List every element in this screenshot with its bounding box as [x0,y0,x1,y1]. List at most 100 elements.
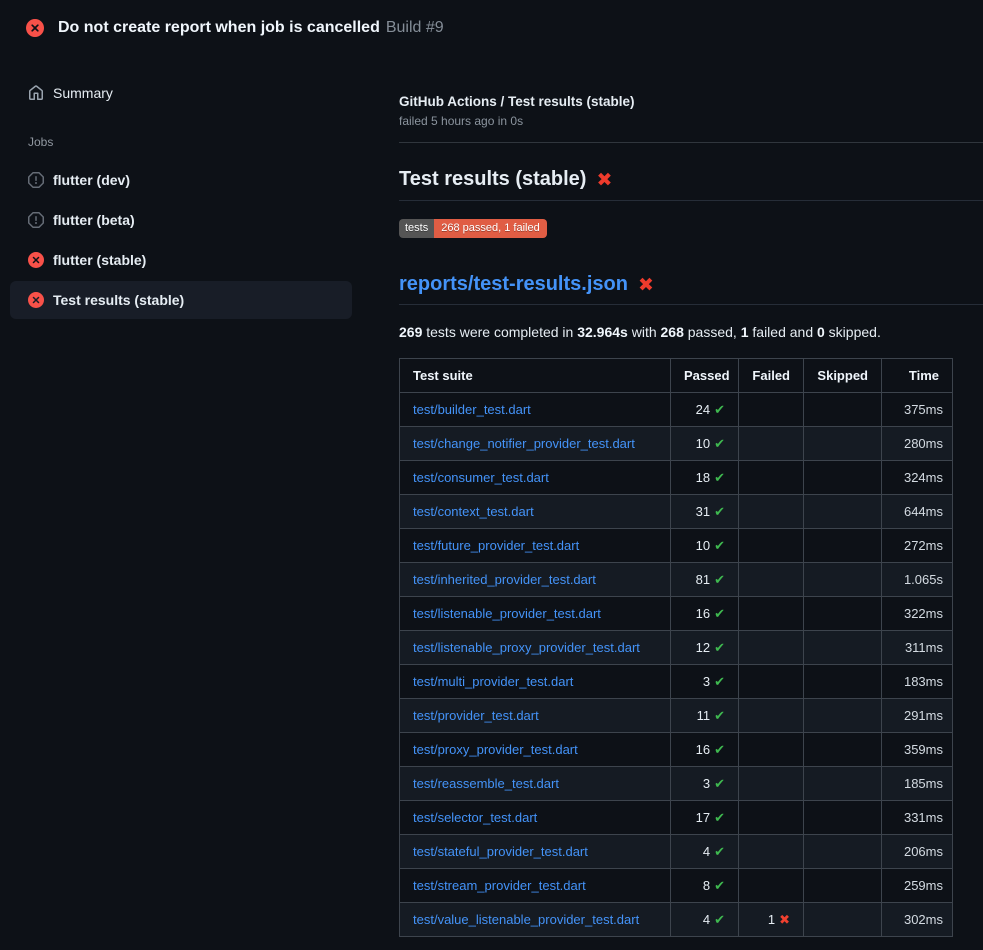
test-suite-link[interactable]: test/reassemble_test.dart [413,776,559,791]
failed-cell [738,664,804,699]
test-suite-link[interactable]: test/future_provider_test.dart [413,538,580,553]
check-icon: ✔ [714,810,725,825]
sidebar-summary-label: Summary [53,85,113,101]
passed-count: 4 [702,912,711,927]
test-suite-link[interactable]: test/context_test.dart [413,504,534,519]
section-title: Test results (stable) ✖ [399,167,983,201]
section-title-text: Test results (stable) [399,168,587,190]
failed-cell: 1 ✖ [738,902,804,937]
table-row: test/selector_test.dart 17 ✔ 331ms [399,800,953,835]
time-cell: 324ms [881,460,953,495]
check-icon: ✔ [714,912,725,927]
check-icon: ✔ [714,844,725,859]
failed-cell [738,800,804,835]
badge-label: tests [399,219,435,238]
sidebar-item-flutter-dev[interactable]: flutter (dev) [10,161,352,199]
passed-total: 268 [660,324,684,340]
passed-count: 3 [702,776,711,791]
summary-text: tests were completed in [422,324,578,340]
table-row: test/inherited_provider_test.dart 81 ✔ 1.… [399,562,953,597]
col-header-time: Time [881,358,953,393]
duration: 32.964s [577,324,628,340]
sidebar-item-flutter-stable[interactable]: flutter (stable) [10,241,352,279]
report-file-link[interactable]: reports/test-results.json [399,273,628,295]
failed-cell [738,392,804,427]
table-row: test/listenable_proxy_provider_test.dart… [399,630,953,665]
test-suite-link[interactable]: test/stateful_provider_test.dart [413,844,588,859]
passed-count: 10 [695,538,711,553]
failed-cell [738,630,804,665]
passed-count: 12 [695,640,711,655]
skipped-cell [803,800,882,835]
passed-count: 18 [695,470,711,485]
skipped-cell [803,426,882,461]
time-cell: 280ms [881,426,953,461]
test-suite-link[interactable]: test/provider_test.dart [413,708,539,723]
tests-badge: tests 268 passed, 1 failed [399,219,547,238]
time-cell: 322ms [881,596,953,631]
failed-cell [738,596,804,631]
check-icon: ✔ [714,674,725,689]
time-cell: 331ms [881,800,953,835]
table-row: test/stream_provider_test.dart 8 ✔ 259ms [399,868,953,903]
sidebar-item-flutter-beta[interactable]: flutter (beta) [10,201,352,239]
skipped-cell [803,698,882,733]
x-circle-fill-icon [26,19,44,37]
skipped-cell [803,392,882,427]
check-icon: ✔ [714,504,725,519]
x-circle-fill-icon [28,292,44,308]
time-cell: 206ms [881,834,953,869]
sidebar-item-test-results-stable[interactable]: Test results (stable) [10,281,352,319]
passed-count: 10 [695,436,711,451]
time-cell: 375ms [881,392,953,427]
test-suite-link[interactable]: test/listenable_proxy_provider_test.dart [413,640,640,655]
cross-mark-icon: ✖ [596,170,613,191]
test-suite-link[interactable]: test/inherited_provider_test.dart [413,572,596,587]
failed-cell [738,426,804,461]
sidebar-item-summary[interactable]: Summary [10,74,352,112]
time-cell: 272ms [881,528,953,563]
skipped-cell [803,630,882,665]
passed-count: 16 [695,606,711,621]
table-row: test/future_provider_test.dart 10 ✔ 272ms [399,528,953,563]
skipped-cell [803,596,882,631]
passed-count: 16 [695,742,711,757]
build-number: Build #9 [385,19,444,36]
test-suite-link[interactable]: test/builder_test.dart [413,402,531,417]
table-row: test/proxy_provider_test.dart 16 ✔ 359ms [399,732,953,767]
check-icon: ✔ [714,606,725,621]
table-row: test/reassemble_test.dart 3 ✔ 185ms [399,766,953,801]
skipped-cell [803,494,882,529]
test-results-table: Test suite Passed Failed Skipped Time te… [399,358,953,937]
table-row: test/value_listenable_provider_test.dart… [399,902,953,937]
passed-count: 3 [702,674,711,689]
test-suite-link[interactable]: test/listenable_provider_test.dart [413,606,601,621]
check-icon: ✔ [714,572,725,587]
test-suite-link[interactable]: test/stream_provider_test.dart [413,878,586,893]
skipped-cell [803,562,882,597]
check-icon: ✔ [714,470,725,485]
test-suite-link[interactable]: test/proxy_provider_test.dart [413,742,578,757]
skipped-cell [803,868,882,903]
time-cell: 259ms [881,868,953,903]
test-suite-link[interactable]: test/value_listenable_provider_test.dart [413,912,640,927]
job-label: Test results (stable) [53,292,185,308]
test-suite-link[interactable]: test/multi_provider_test.dart [413,674,574,689]
skipped-cell [803,528,882,563]
test-suite-link[interactable]: test/consumer_test.dart [413,470,549,485]
passed-count: 17 [695,810,711,825]
time-cell: 359ms [881,732,953,767]
summary-text: with [627,324,661,340]
passed-count: 24 [695,402,711,417]
run-status-line: failed 5 hours ago in 0s [399,114,524,128]
skipped-cell [803,664,882,699]
test-suite-link[interactable]: test/selector_test.dart [413,810,538,825]
cross-mark-icon: ✖ [637,275,654,296]
failed-count: 1 [767,912,776,927]
test-suite-link[interactable]: test/change_notifier_provider_test.dart [413,436,635,451]
passed-count: 8 [702,878,711,893]
check-icon: ✔ [714,708,725,723]
summary-text: failed and [748,324,817,340]
check-icon: ✔ [714,436,725,451]
skipped-total: 0 [817,324,825,340]
